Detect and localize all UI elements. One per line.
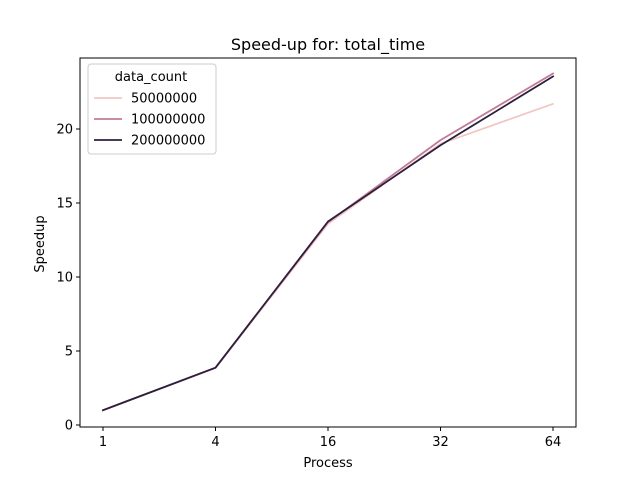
x-tick-label: 32 <box>432 435 449 450</box>
plot-area: 1 4 16 32 64 0 5 10 15 20 <box>56 57 577 450</box>
x-axis-label: Process <box>303 456 353 471</box>
x-tick-label: 1 <box>99 435 107 450</box>
legend-label-50000000: 50000000 <box>131 92 197 107</box>
x-tick-label: 4 <box>211 435 219 450</box>
legend-title: data_count <box>115 70 187 85</box>
legend-frame <box>87 63 217 155</box>
legend-label-200000000: 200000000 <box>131 134 205 149</box>
legend: data_count 50000000 100000000 200000000 <box>87 63 217 155</box>
x-tick-label: 16 <box>320 435 337 450</box>
y-axis-label: Speedup <box>33 215 48 272</box>
x-tick-label: 64 <box>545 435 562 450</box>
legend-label-100000000: 100000000 <box>131 113 205 128</box>
y-tick-label: 0 <box>65 419 73 434</box>
y-tick-label: 10 <box>56 271 73 286</box>
legend-entries: 50000000 100000000 200000000 <box>94 92 205 149</box>
y-tick-label: 15 <box>56 197 73 212</box>
y-tick-label: 20 <box>56 123 73 138</box>
chart-title: Speed-up for: total_time <box>231 35 425 55</box>
y-tick-label: 5 <box>65 345 73 360</box>
series-line-200000000 <box>101 75 555 412</box>
